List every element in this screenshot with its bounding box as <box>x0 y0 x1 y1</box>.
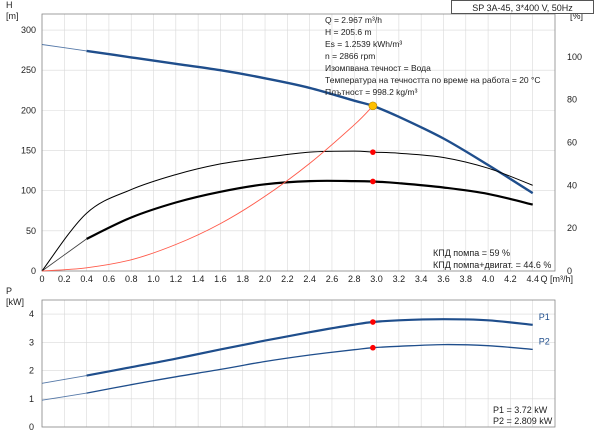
bottom-plot-series: P1 P2 <box>41 312 550 401</box>
efficiency-marker <box>370 149 376 155</box>
x-tick-label: 1.2 <box>170 274 183 284</box>
x-tick-label: 2.6 <box>326 274 339 284</box>
eta-total-note: КПД помпа+двигат. = 44.6 % <box>433 260 551 270</box>
x-tick-label: 0.8 <box>125 274 138 284</box>
info-line: Es = 1.2539 kWh/m³ <box>325 39 402 49</box>
y-power-tick-label: 0 <box>29 422 34 432</box>
p2-curve-extension <box>41 392 87 401</box>
x-tick-label: 4.0 <box>482 274 495 284</box>
info-line: n = 2866 rpm <box>325 51 375 61</box>
y-right-tick-label: 80 <box>567 95 577 105</box>
x-tick-label: 2.0 <box>259 274 272 284</box>
y-left-tick-label: 150 <box>21 146 36 156</box>
y-right-tick-label: 100 <box>567 52 582 62</box>
info-line: Изомпвана течност = Вода <box>325 63 431 73</box>
y-left-tick-label: 50 <box>26 226 36 236</box>
operating-point-marker <box>368 101 378 111</box>
x-tick-label: 3.4 <box>415 274 428 284</box>
y-power-tick-label: 1 <box>29 394 34 404</box>
p1-curve <box>86 318 533 377</box>
top-plot-grid <box>41 13 556 272</box>
y-left-axis-label-line: H <box>6 0 13 10</box>
info-line: Q = 2.967 m³/h <box>325 15 382 25</box>
x-tick-label: 0.6 <box>103 274 116 284</box>
head-curve <box>86 49 534 195</box>
eta-pump-curve <box>41 150 533 272</box>
power-marker <box>370 319 376 325</box>
x-tick-label: 4.4 <box>526 274 539 284</box>
x-tick-label: 3.2 <box>393 274 406 284</box>
bottom-plot-frame <box>41 299 556 428</box>
system-curve <box>41 105 374 272</box>
x-tick-label: 3.6 <box>437 274 450 284</box>
p1-series-label: P1 <box>539 312 550 322</box>
x-tick-label: 2.4 <box>303 274 316 284</box>
y-left-tick-label: 250 <box>21 65 36 75</box>
eta-total-curve-extension <box>41 238 87 272</box>
y-power-tick-label: 3 <box>29 337 34 347</box>
efficiency-marker <box>370 178 376 185</box>
y-left-tick-label: 300 <box>21 25 36 35</box>
p2-series-label: P2 <box>539 336 550 346</box>
power-marker <box>370 344 376 351</box>
y-right-axis-label-line: [%] <box>570 11 583 21</box>
p2-curve <box>86 343 533 394</box>
y-power-axis-label-line: P <box>6 286 12 296</box>
y-right-tick-label: 60 <box>567 138 577 148</box>
x-tick-label: 4.2 <box>504 274 517 284</box>
top-plot-series <box>41 44 534 272</box>
x-tick-label: 0.2 <box>58 274 71 284</box>
x-tick-label: 3.8 <box>460 274 473 284</box>
x-tick-label: 0.4 <box>80 274 93 284</box>
y-left-tick-label: 0 <box>31 266 36 276</box>
y-power-axis-label-line: [kW] <box>6 297 24 307</box>
top-plot-frame <box>41 13 556 272</box>
x-tick-label: 0 <box>39 274 44 284</box>
y-power-tick-label: 2 <box>29 366 34 376</box>
p1-curve-extension <box>41 375 87 384</box>
y-power-tick-label: 4 <box>29 309 34 319</box>
info-line: H = 205.6 m <box>325 27 372 37</box>
y-left-axis-label: H [m] <box>6 0 19 21</box>
y-right-tick-label: 0 <box>567 266 572 276</box>
y-left-tick-label: 200 <box>21 105 36 115</box>
p2-note: P2 = 2.809 kW <box>493 416 553 426</box>
x-tick-label: 3.0 <box>370 274 383 284</box>
bottom-plot-grid <box>41 299 556 428</box>
y-left-axis-label-line: [m] <box>6 11 19 21</box>
x-axis-label: Q [m³/h] <box>541 274 574 284</box>
x-tick-label: 1.0 <box>147 274 160 284</box>
chart-title: SP 3A-45, 3*400 V, 50Hz <box>451 0 594 14</box>
p1-note: P1 = 3.72 kW <box>493 405 548 415</box>
info-line: Плътност = 998.2 kg/m³ <box>325 87 418 97</box>
y-power-axis-label: P [kW] <box>6 286 24 307</box>
info-line: Температура на течността по време на раб… <box>325 75 541 85</box>
y-right-tick-label: 20 <box>567 223 577 233</box>
eta-total-curve <box>86 179 533 240</box>
x-tick-label: 2.2 <box>281 274 294 284</box>
x-tick-label: 1.6 <box>214 274 227 284</box>
x-tick-label: 1.4 <box>192 274 205 284</box>
operating-point-info: Q = 2.967 m³/h H = 205.6 m Es = 1.2539 k… <box>325 15 541 97</box>
efficiency-notes: КПД помпа = 59 % КПД помпа+двигат. = 44.… <box>433 248 551 270</box>
axes-labels: 0 0.2 0.4 0.6 0.8 1.0 1.2 1.4 1.6 1.8 2.0 2.2 2.4 2.6… <box>6 0 583 432</box>
head-curve-extension <box>41 44 87 52</box>
eta-pump-note: КПД помпа = 59 % <box>433 248 510 258</box>
x-tick-label: 2.8 <box>348 274 361 284</box>
y-left-tick-label: 100 <box>21 186 36 196</box>
power-notes: P1 = 3.72 kW P2 = 2.809 kW <box>493 405 553 426</box>
y-right-tick-label: 40 <box>567 180 577 190</box>
x-tick-label: 1.8 <box>236 274 249 284</box>
